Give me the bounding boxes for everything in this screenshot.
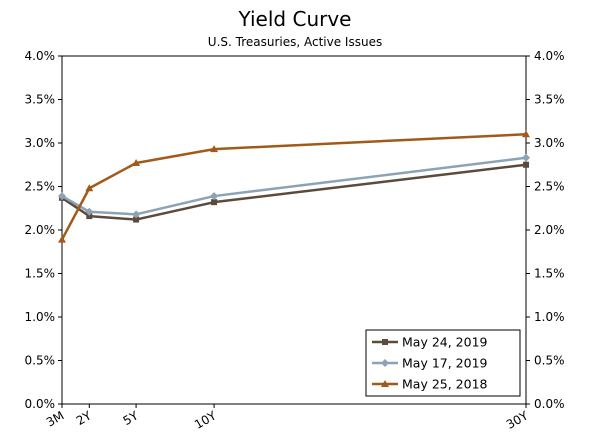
chart-subtitle: U.S. Treasuries, Active Issues xyxy=(208,35,382,49)
data-point-diamond xyxy=(210,192,219,201)
legend-label: May 25, 2018 xyxy=(402,377,488,392)
y-tick-label-right: 1.0% xyxy=(534,310,565,324)
data-point-square xyxy=(211,199,218,206)
series-1 xyxy=(58,153,530,219)
y-tick-label-right: 2.5% xyxy=(534,180,565,194)
y-tick-label-left: 1.5% xyxy=(25,267,56,281)
data-point-square xyxy=(133,216,140,223)
data-point-square xyxy=(86,213,93,220)
x-tick-label: 30Y xyxy=(504,408,531,432)
x-tick-label: 10Y xyxy=(192,408,219,432)
y-tick-label-right: 3.0% xyxy=(534,136,565,150)
data-point-triangle xyxy=(381,380,389,387)
y-tick-label-right: 4.0% xyxy=(534,49,565,63)
y-axis-left: 0.0% 0.5% 1.0% 1.5% 2.0% 2.5% 3.0% 3.5% 4.0% xyxy=(25,49,62,411)
x-tick-label: 3M xyxy=(44,408,67,429)
y-tick-label-left: 3.0% xyxy=(25,136,56,150)
y-tick-label-left: 0.0% xyxy=(25,397,56,411)
series-layer xyxy=(58,130,530,243)
data-point-square xyxy=(382,339,388,345)
chart-title: Yield Curve xyxy=(238,7,352,31)
y-tick-label-left: 1.0% xyxy=(25,310,56,324)
series-2 xyxy=(58,130,530,243)
y-tick-label-right: 3.5% xyxy=(534,93,565,107)
y-tick-label-right: 2.0% xyxy=(534,223,565,237)
y-tick-label-left: 0.5% xyxy=(25,354,56,368)
x-tick-label: 2Y xyxy=(74,408,95,428)
y-tick-label-right: 0.5% xyxy=(534,354,565,368)
y-tick-label-left: 2.5% xyxy=(25,180,56,194)
legend-label: May 17, 2019 xyxy=(402,356,488,371)
data-point-triangle xyxy=(132,159,141,167)
data-point-triangle xyxy=(522,130,530,138)
legend-label: May 24, 2019 xyxy=(402,335,488,350)
data-point-diamond xyxy=(381,359,389,367)
data-point-square xyxy=(523,161,529,168)
y-tick-label-left: 3.5% xyxy=(25,93,56,107)
y-axis-right: 0.0% 0.5% 1.0% 1.5% 2.0% 2.5% 3.0% 3.5% 4.0% xyxy=(526,49,565,411)
data-point-diamond xyxy=(132,210,141,219)
data-point-diamond xyxy=(58,192,66,201)
data-point-triangle xyxy=(58,235,66,243)
data-point-diamond xyxy=(522,153,530,162)
y-tick-label-right: 0.0% xyxy=(534,397,565,411)
data-point-triangle xyxy=(210,145,219,153)
y-tick-label-left: 2.0% xyxy=(25,223,56,237)
x-tick-label: 5Y xyxy=(121,408,142,428)
data-point-diamond xyxy=(85,207,94,216)
legend: May 24, 2019 May 17, 2019 May 25, 2018 xyxy=(365,329,521,397)
y-tick-label-right: 1.5% xyxy=(534,267,565,281)
series-line xyxy=(61,163,527,221)
y-tick-label-left: 4.0% xyxy=(25,49,56,63)
x-axis: 3M 2Y 5Y 10Y 30Y xyxy=(44,404,531,432)
data-point-triangle xyxy=(85,184,94,192)
